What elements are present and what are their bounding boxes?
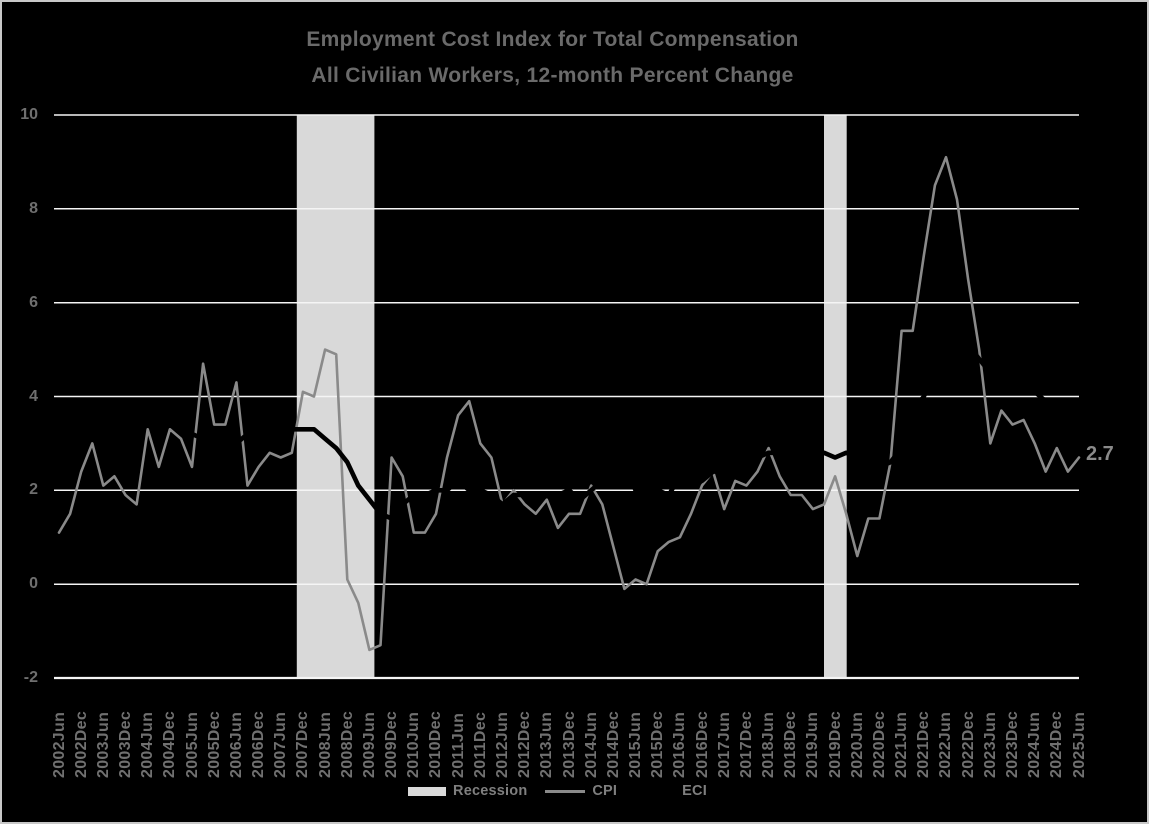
x-tick-label: 2006Jun <box>227 711 245 778</box>
x-tick-label: 2018Dec <box>782 710 800 778</box>
x-tick-label: 2007Jun <box>272 711 290 778</box>
y-tick-label: 0 <box>29 575 38 593</box>
legend-label-cpi: CPI <box>592 783 618 799</box>
x-tick-label: 2016Dec <box>693 710 711 778</box>
x-tick-label: 2012Jun <box>493 711 511 778</box>
y-tick-label: 2 <box>29 481 38 499</box>
x-tick-label: 2003Dec <box>117 710 135 778</box>
x-tick-label: 2013Jun <box>538 711 556 778</box>
legend-item-recession: Recession <box>408 783 527 799</box>
x-tick-label: 2006Dec <box>250 710 268 778</box>
x-tick-label: 2022Dec <box>959 710 977 778</box>
x-tick-label: 2024Jun <box>1026 711 1044 778</box>
x-tick-label: 2021Jun <box>893 711 911 778</box>
cpi-line-swatch <box>545 789 586 793</box>
x-tick-label: 2004Dec <box>161 710 179 778</box>
legend-item-cpi: CPI <box>545 783 617 799</box>
x-tick-label: 2015Jun <box>627 711 645 778</box>
x-tick-label: 2011Jun <box>449 712 467 778</box>
x-tick-label: 2023Jun <box>981 711 999 778</box>
chart-title-line2: All Civilian Workers, 12-month Percent C… <box>311 64 794 87</box>
x-tick-label: 2008Dec <box>338 710 356 778</box>
x-tick-label: 2016Jun <box>671 711 689 778</box>
x-tick-label: 2002Dec <box>72 710 90 778</box>
x-tick-label: 2014Dec <box>604 710 622 778</box>
chart-title-line1: Employment Cost Index for Total Compensa… <box>306 28 799 51</box>
x-tick-label: 2017Dec <box>737 710 755 778</box>
recession-swatch <box>408 786 447 796</box>
cpi-line <box>57 155 1081 652</box>
y-tick-label: 8 <box>29 199 38 217</box>
x-tick-label: 2010Jun <box>405 711 423 778</box>
x-tick-label: 2020Jun <box>848 711 866 778</box>
x-tick-label: 2019Dec <box>826 710 844 778</box>
x-tick-label: 2002Jun <box>50 711 68 778</box>
x-tick-label: 2011Dec <box>471 711 489 778</box>
x-tick-label: 2005Jun <box>183 711 201 778</box>
x-tick-label: 2018Jun <box>760 711 778 778</box>
y-tick-label: 6 <box>29 293 38 311</box>
x-tick-label: 2024Dec <box>1048 710 1066 778</box>
x-tick-label: 2009Dec <box>383 710 401 778</box>
x-tick-label: 2003Jun <box>94 711 112 778</box>
x-tick-label: 2009Jun <box>360 711 378 778</box>
eci-line <box>56 342 1082 521</box>
x-tick-label: 2014Jun <box>582 711 600 778</box>
x-tick-label: 2015Dec <box>649 710 667 778</box>
x-tick-label: 2004Jun <box>139 711 157 778</box>
legend-item-eci: ECI <box>635 783 707 799</box>
x-tick-label: 2022Jun <box>937 711 955 778</box>
x-tick-label: 2013Dec <box>560 710 578 778</box>
x-tick-label: 2005Dec <box>205 710 223 778</box>
x-tick-label: 2017Jun <box>715 711 733 778</box>
x-tick-label: 2007Dec <box>294 710 312 778</box>
y-tick-label: 4 <box>29 387 38 405</box>
eci-line-swatch <box>635 789 676 793</box>
legend-label-eci: ECI <box>682 783 707 799</box>
x-tick-label: 2021Dec <box>915 710 933 778</box>
legend: Recession CPI ECI <box>2 783 1147 799</box>
x-tick-label: 2020Dec <box>870 710 888 778</box>
x-tick-label: 2025Jun <box>1070 711 1088 778</box>
x-tick-label: 2023Dec <box>1003 710 1021 778</box>
x-tick-label: 2012Dec <box>516 710 534 778</box>
legend-label-recession: Recession <box>453 783 528 799</box>
x-tick-label: 2019Jun <box>804 711 822 778</box>
y-tick-label: 10 <box>20 106 38 123</box>
chart-title: Employment Cost Index for Total Compensa… <box>2 22 1147 94</box>
y-tick-label: -2 <box>23 669 38 686</box>
x-tick-label: 2008Jun <box>316 711 334 778</box>
x-tick-label: 2010Dec <box>427 710 445 778</box>
cpi-end-value-label: 2.7 <box>1086 443 1114 465</box>
